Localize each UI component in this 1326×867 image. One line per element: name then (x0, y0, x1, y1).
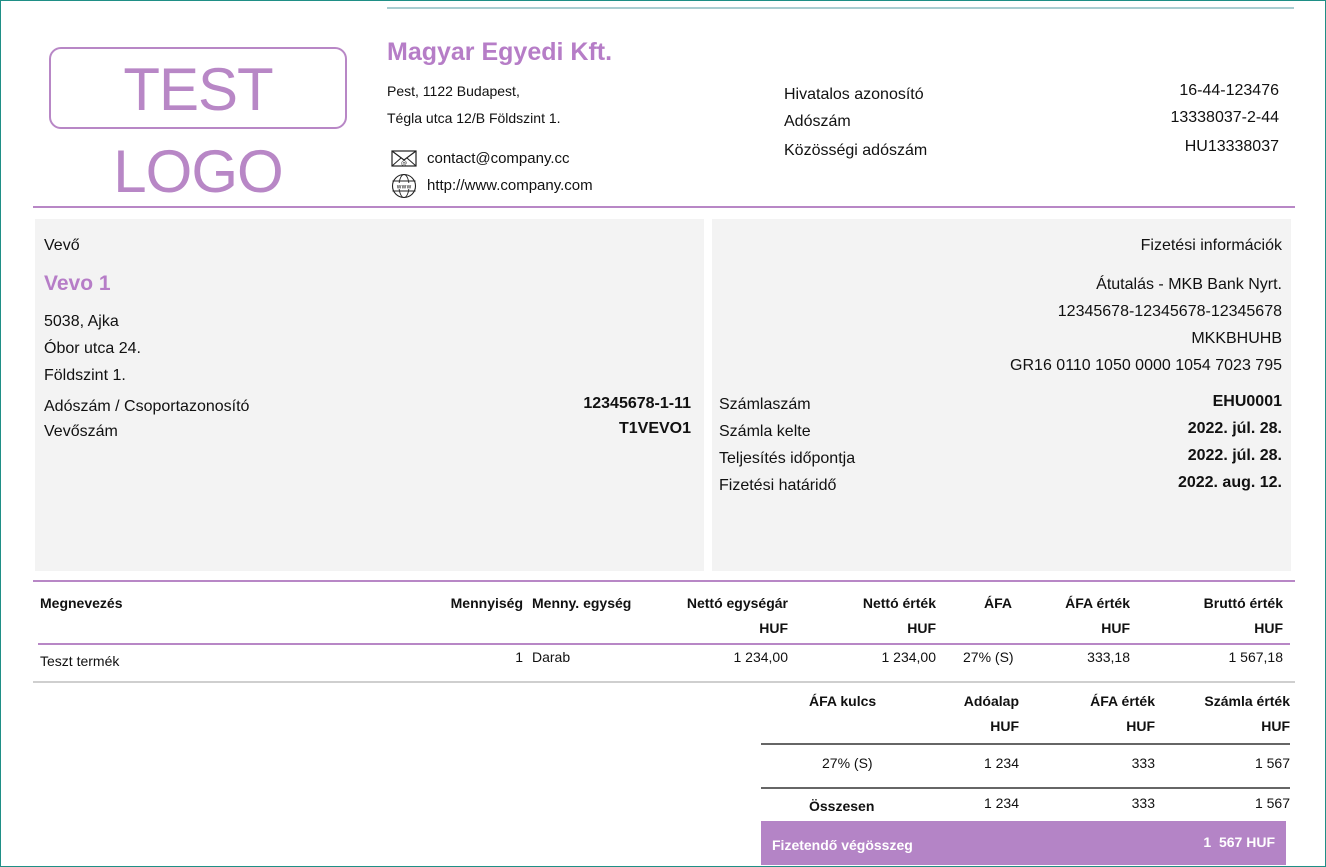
item-gross: 1 567,18 (1228, 649, 1284, 665)
due-date-label: Fizetési határidő (719, 477, 837, 494)
vat-row-base: 1 234 (983, 755, 1019, 771)
invoice-number-label: Számlaszám (719, 396, 811, 413)
seller-id-label-official: Hivatalos azonosító (784, 86, 924, 103)
vat-row-rate: 27% (S) (822, 755, 873, 771)
buyer-address-line1: 5038, Ajka (44, 313, 119, 330)
company-logo: TEST LOGO (49, 47, 347, 205)
items-header-rule (38, 643, 1290, 645)
svg-text:@: @ (401, 160, 407, 167)
seller-website[interactable]: http://www.company.com (427, 177, 593, 194)
invoice-number-value: EHU0001 (1212, 393, 1282, 410)
vat-row-vat: 333 (1131, 755, 1155, 771)
buyer-tax-value: 12345678-1-11 (583, 395, 691, 412)
seller-id-value-official: 16-44-123476 (1179, 82, 1279, 99)
item-vat: 27% (S) (963, 649, 1014, 665)
buyer-number-label: Vevőszám (44, 423, 118, 440)
grand-total-value: 1 567 HUF (1203, 834, 1275, 850)
buyer-panel (35, 219, 704, 571)
payment-swift: MKKBHUHB (1191, 330, 1282, 347)
col-header-net-currency: HUF (907, 620, 936, 636)
buyer-tax-label: Adószám / Csoportazonosító (44, 398, 250, 415)
items-table-top-rule (33, 580, 1295, 582)
buyer-number-value: T1VEVO1 (618, 420, 691, 437)
seller-address-line2: Tégla utca 12/B Földszint 1. (387, 110, 561, 126)
payment-panel (712, 219, 1291, 571)
item-unit-price: 1 234,00 (733, 649, 789, 665)
item-net: 1 234,00 (881, 649, 937, 665)
svg-text:www: www (397, 184, 412, 191)
vat-sum-total: 1 567 (1254, 795, 1290, 811)
vat-header-total-currency: HUF (1261, 718, 1290, 734)
seller-address-line1: Pest, 1122 Budapest, (387, 83, 520, 99)
vat-sum-base: 1 234 (983, 795, 1019, 811)
buyer-name: Vevo 1 (44, 272, 111, 295)
fulfillment-date-value: 2022. júl. 28. (1187, 447, 1282, 464)
vat-header-rule (761, 743, 1290, 745)
invoice-date-label: Számla kelte (719, 423, 811, 440)
vat-header-base-currency: HUF (990, 718, 1019, 734)
grand-total-bar: Fizetendő végösszeg 1 567 HUF (761, 821, 1286, 865)
payment-account: 12345678-12345678-12345678 (1057, 303, 1282, 320)
col-header-vat-amount-currency: HUF (1101, 620, 1130, 636)
col-header-gross-currency: HUF (1254, 620, 1283, 636)
invoice-date-value: 2022. júl. 28. (1187, 420, 1282, 437)
vat-header-base: Adóalap (963, 693, 1019, 709)
header-divider (33, 206, 1295, 208)
vat-header-vat-currency: HUF (1126, 718, 1155, 734)
seller-id-label-eu-tax: Közösségi adószám (784, 142, 928, 159)
col-header-name: Megnevezés (40, 595, 123, 611)
buyer-section-label: Vevő (44, 237, 80, 254)
vat-header-rate: ÁFA kulcs (809, 693, 877, 709)
vat-row-total: 1 567 (1254, 755, 1290, 771)
item-name: Teszt termék (40, 653, 120, 669)
seller-id-value-tax: 13338037-2-44 (1170, 109, 1279, 126)
top-rule (387, 7, 1294, 9)
item-unit: Darab (532, 649, 571, 665)
vat-header-total: Számla érték (1204, 693, 1290, 709)
col-header-vat-amount: ÁFA érték (1065, 595, 1130, 611)
col-header-unit-price: Nettó egységár (686, 595, 788, 611)
vat-header-vat: ÁFA érték (1090, 693, 1155, 709)
buyer-address-line2: Óbor utca 24. (44, 340, 141, 357)
payment-section-label: Fizetési információk (1140, 237, 1282, 254)
fulfillment-date-label: Teljesítés időpontja (719, 450, 856, 467)
item-vat-amount: 333,18 (1087, 649, 1130, 665)
vat-sum-vat: 333 (1131, 795, 1155, 811)
seller-name: Magyar Egyedi Kft. (387, 38, 613, 66)
col-header-net: Nettó érték (862, 595, 936, 611)
col-header-unit: Menny. egység (532, 595, 632, 611)
payment-iban: GR16 0110 1050 0000 1054 7023 795 (1010, 357, 1282, 374)
col-header-vat: ÁFA (984, 595, 1012, 611)
col-header-qty: Mennyiség (450, 595, 523, 611)
mail-icon: @ (391, 150, 417, 172)
globe-icon: www (391, 173, 417, 204)
vat-sum-label: Összesen (809, 798, 875, 814)
items-bottom-rule (33, 681, 1295, 683)
item-qty: 1 (515, 649, 523, 665)
col-header-gross: Bruttó érték (1203, 595, 1283, 611)
seller-id-label-tax: Adószám (784, 113, 851, 130)
seller-email[interactable]: contact@company.cc (427, 150, 570, 167)
seller-id-value-eu-tax: HU13338037 (1184, 138, 1279, 155)
col-header-unit-price-currency: HUF (759, 620, 788, 636)
payment-method: Átutalás - MKB Bank Nyrt. (1096, 276, 1282, 293)
vat-sum-rule (761, 787, 1290, 789)
due-date-value: 2022. aug. 12. (1177, 474, 1282, 491)
buyer-address-line3: Földszint 1. (44, 367, 126, 384)
grand-total-label: Fizetendő végösszeg (772, 837, 913, 853)
